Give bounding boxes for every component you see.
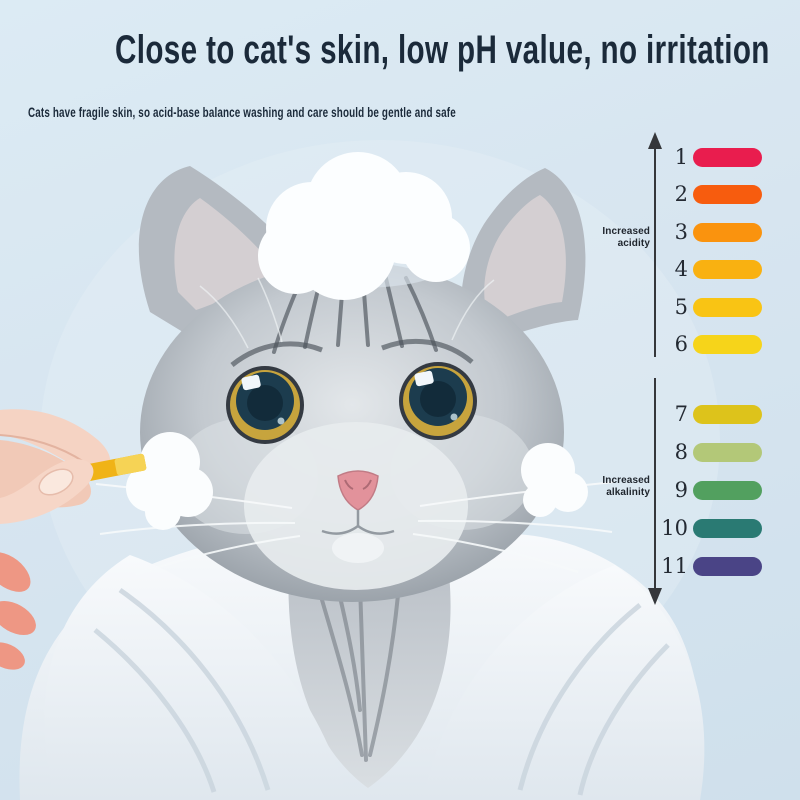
- page-title: Close to cat's skin, low pH value, no ir…: [0, 28, 800, 73]
- owner-hand: [0, 409, 147, 524]
- foam-right-cheek: [521, 443, 588, 517]
- cat-eye-left: [226, 366, 304, 444]
- cat-head: [95, 262, 615, 602]
- page-subtitle: Cats have fragile skin, so acid-base bal…: [28, 104, 614, 122]
- cat-ear-right: [461, 168, 586, 350]
- foam-left-cheek: [126, 432, 213, 530]
- towel-right-shoulder: [424, 565, 705, 800]
- towel-left-shoulder: [44, 555, 349, 800]
- cat-nose: [337, 470, 379, 511]
- foam-on-head: [258, 152, 470, 300]
- page-title-text: Close to cat's skin, low pH value, no ir…: [115, 28, 770, 72]
- cat-whiskers: [95, 481, 615, 575]
- page-subtitle-text: Cats have fragile skin, so acid-base bal…: [28, 105, 456, 120]
- owner-fingertips: [0, 552, 36, 670]
- cat-eye-right: [399, 362, 477, 440]
- thumbnail: [38, 468, 74, 496]
- cat-chest: [288, 548, 451, 788]
- cat-illustration: [0, 140, 720, 800]
